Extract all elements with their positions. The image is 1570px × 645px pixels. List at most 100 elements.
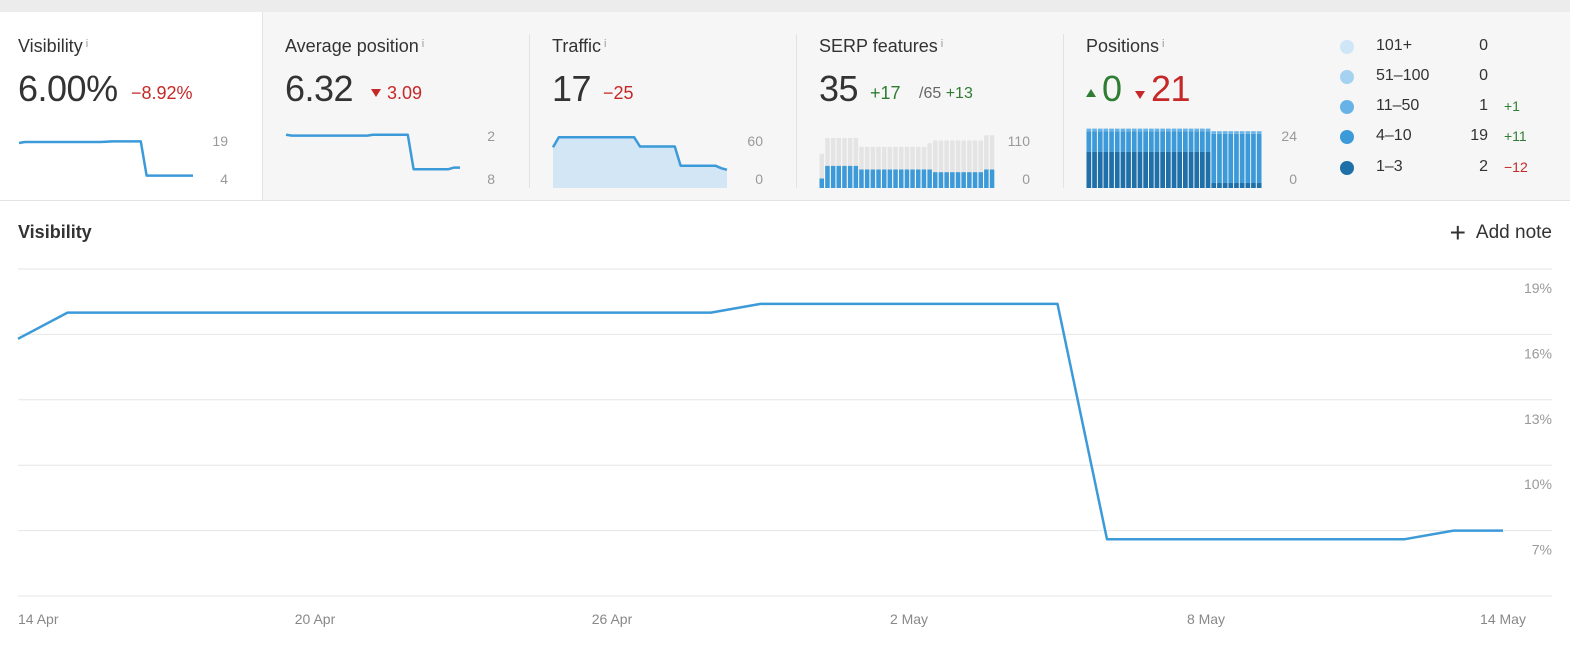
serp-total-bar (904, 146, 910, 188)
serp-total-bar (870, 146, 876, 188)
serp-owned-bar (864, 169, 870, 188)
add-note-button[interactable]: + Add note (1449, 217, 1552, 248)
y-tick-label: 19% (1524, 280, 1552, 296)
serp-total-bar (927, 143, 932, 188)
positions-bar-1-3 (1143, 151, 1148, 188)
x-tick-label: 14 Apr (18, 611, 59, 627)
serp-owned-bar (853, 165, 859, 188)
sparkline-line (285, 133, 460, 171)
positions-bar-1-3 (1245, 182, 1251, 188)
legend-row[interactable]: 51–100 0 (1336, 67, 1556, 87)
positions-bar-4-10 (1092, 131, 1097, 152)
positions-bar-4-10 (1137, 131, 1143, 152)
legend-change: +11 (1504, 128, 1527, 144)
positions-bar-4-10 (1126, 131, 1131, 152)
metric-card-traffic[interactable]: Traffic i 17 −25 60 0 (529, 12, 796, 200)
serp-total-bar (842, 137, 847, 188)
metric-value: 6.00% (18, 68, 118, 109)
metric-delta: 3.09 (371, 83, 422, 104)
legend-row[interactable]: 11–50 1 +1 (1336, 97, 1556, 117)
positions-bar-11-50 (1171, 128, 1177, 132)
legend-row[interactable]: 1–3 2 −12 (1336, 158, 1556, 178)
serp-owned-bar (887, 169, 893, 188)
serp-total-bar (933, 140, 938, 188)
card-title: Average position i (285, 36, 425, 56)
metric-card-serp-features[interactable]: SERP features i 35 +17 /65 +13 110 0 (796, 12, 1063, 200)
spark-scale-bottom: 8 (487, 171, 495, 187)
positions-bar-11-50 (1109, 128, 1114, 132)
positions-bar-4-10 (1245, 133, 1251, 183)
positions-sparkline (1086, 128, 1262, 188)
serp-total: /65 +13 (919, 85, 973, 102)
serp-total-bar (938, 140, 944, 188)
serp-total-bar (972, 140, 978, 188)
spark-scale-top: 19 (212, 133, 228, 149)
serp-owned-bar (836, 165, 841, 188)
positions-bar-1-3 (1109, 151, 1114, 188)
info-icon[interactable]: i (604, 38, 607, 50)
x-tick-label: 26 Apr (592, 611, 633, 627)
serp-total-bar (876, 146, 881, 188)
legend-label: 11–50 (1376, 97, 1420, 114)
serp-total-bar (819, 153, 824, 188)
serp-owned-bar (916, 169, 921, 188)
positions-bar-4-10 (1239, 133, 1245, 183)
positions-bar-1-3 (1194, 151, 1200, 188)
info-icon[interactable]: i (85, 38, 89, 50)
positions-bar-1-3 (1171, 151, 1177, 188)
positions-bar-1-3 (1160, 151, 1165, 188)
positions-bar-4-10 (1177, 131, 1182, 152)
spark-scale-top: 2 (487, 128, 495, 144)
positions-bar-1-3 (1211, 182, 1217, 188)
serp-total-bar (955, 140, 961, 188)
positions-bar-1-3 (1234, 182, 1239, 188)
serp-total-bar (961, 140, 966, 188)
info-icon[interactable]: i (940, 38, 944, 50)
legend-dot (1340, 100, 1354, 114)
positions-bar-11-50 (1143, 128, 1148, 132)
serp-total-bar (887, 146, 893, 188)
x-tick-label: 2 May (890, 611, 928, 627)
positions-bar-4-10 (1171, 131, 1177, 152)
legend-row[interactable]: 101+ 0 (1336, 37, 1556, 57)
serp-owned-bar (882, 169, 887, 188)
plus-icon: + (1449, 217, 1466, 248)
positions-bar-11-50 (1154, 128, 1160, 132)
serp-owned-bar (830, 165, 836, 188)
positions-bar-1-3 (1086, 151, 1092, 188)
triangle-down-icon (371, 89, 381, 97)
card-title: Positions i (1086, 36, 1165, 56)
positions-bar-4-10 (1234, 133, 1239, 183)
x-tick-label: 20 Apr (295, 611, 336, 627)
serp-owned-bar (893, 169, 898, 188)
positions-bar-4-10 (1149, 131, 1154, 152)
serp-owned-bar (910, 169, 915, 188)
positions-bar-4-10 (1200, 131, 1205, 152)
metric-card-positions[interactable]: Positions i 0 21 24 0 (1063, 12, 1570, 200)
metric-value: 35 (819, 68, 859, 109)
serp-total-bar (967, 140, 972, 188)
info-icon[interactable]: i (1162, 38, 1165, 50)
sparkline-area (553, 137, 727, 188)
serp-owned-bar (950, 172, 955, 188)
positions-bar-11-50 (1103, 128, 1109, 132)
spark-scale-bottom: 0 (755, 171, 763, 187)
metric-delta: −8.92% (131, 83, 193, 103)
positions-bar-4-10 (1143, 131, 1148, 152)
metric-card-average-position[interactable]: Average position i 6.32 3.09 2 8 (267, 12, 529, 200)
positions-bar-11-50 (1097, 128, 1103, 132)
spark-scale-bottom: 0 (1022, 171, 1030, 187)
serp-total-bar (836, 137, 841, 188)
spark-scale-top: 24 (1281, 128, 1297, 144)
card-title: Traffic i (552, 36, 607, 56)
positions-bar-1-3 (1256, 182, 1262, 188)
metric-card-visibility[interactable]: Visibility i 6.00% −8.92% 19 4 (0, 12, 263, 200)
positions-bar-11-50 (1131, 128, 1137, 132)
info-icon[interactable]: i (421, 38, 425, 50)
positions-bar-11-50 (1245, 131, 1251, 134)
positions-bar-11-50 (1217, 131, 1222, 134)
legend-label: 101+ (1376, 37, 1413, 54)
positions-bar-1-3 (1251, 182, 1256, 188)
legend-row[interactable]: 4–10 19 +11 (1336, 127, 1556, 147)
positions-bar-4-10 (1228, 133, 1234, 183)
